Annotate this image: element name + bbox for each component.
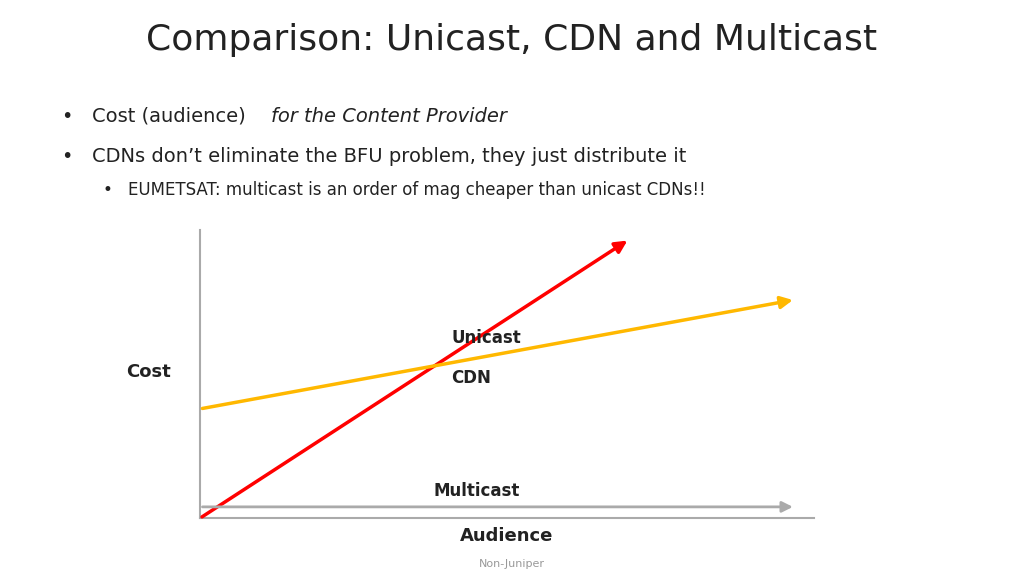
Text: •: • [61,147,73,166]
Text: EUMETSAT: multicast is an order of mag cheaper than unicast CDNs!!: EUMETSAT: multicast is an order of mag c… [128,181,706,199]
Text: CDN: CDN [452,369,492,388]
Text: Cost (audience): Cost (audience) [92,107,252,126]
Text: Non-Juniper: Non-Juniper [479,559,545,569]
Text: Comparison: Unicast, CDN and Multicast: Comparison: Unicast, CDN and Multicast [146,23,878,57]
Text: Multicast: Multicast [433,482,519,500]
Text: •: • [102,181,113,199]
Text: Cost: Cost [126,362,171,381]
Text: •: • [61,107,73,126]
Text: for the Content Provider: for the Content Provider [271,107,507,126]
Text: Unicast: Unicast [452,329,521,347]
Text: CDNs don’t eliminate the BFU problem, they just distribute it: CDNs don’t eliminate the BFU problem, th… [92,147,686,166]
X-axis label: Audience: Audience [460,526,554,545]
